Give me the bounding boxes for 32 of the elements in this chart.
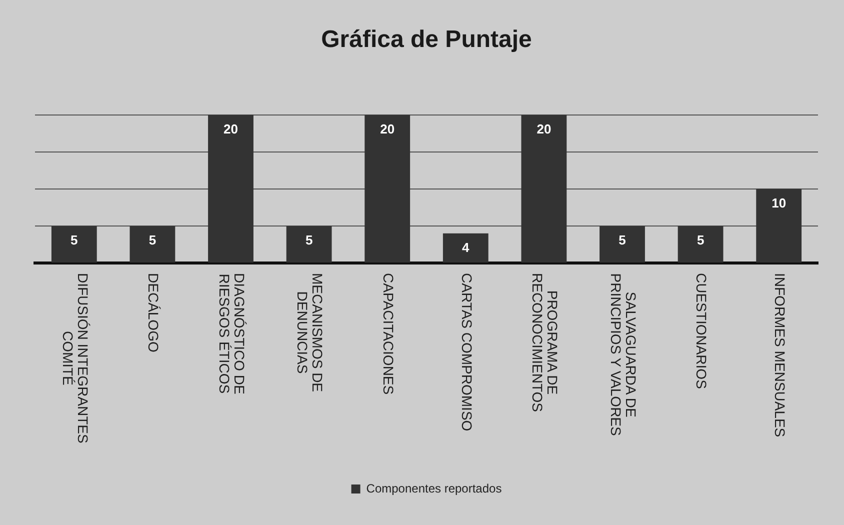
data-label: 10 <box>772 195 786 210</box>
data-label: 5 <box>70 232 78 248</box>
bar <box>521 114 567 262</box>
x-tick-label: DIFUSIÓN INTEGRANTES COMITÉ <box>60 272 91 444</box>
bar <box>51 226 97 262</box>
x-tick-label: CUESTIONARIOS <box>694 273 710 389</box>
bar <box>678 226 724 262</box>
bar <box>130 226 176 262</box>
bar <box>364 114 410 262</box>
x-tick-label: CAPACITACIONES <box>380 272 396 395</box>
x-tick-label: INFORMES MENSUALES <box>772 273 788 438</box>
x-tick-label: CARTAS COMPROMISO <box>458 272 475 432</box>
legend-label: Componentes reportados <box>366 481 502 496</box>
bar <box>756 188 802 262</box>
data-label: 5 <box>618 232 626 248</box>
bar <box>208 114 254 262</box>
x-tick-label: MECANISMOS DE DENUNCIAS <box>294 273 326 392</box>
data-label: 5 <box>305 232 313 248</box>
x-tick-label: DECÁLOGO <box>146 272 162 352</box>
x-tick-label: SALVAGUARDA DE PRINCIPIOS Y VALORES <box>608 273 639 436</box>
bar <box>442 233 488 262</box>
bar <box>600 226 645 262</box>
data-label: 5 <box>148 232 156 248</box>
x-tick-label: PROGRAMA DE RECONOCIMIENTOS <box>530 272 561 412</box>
data-label: 5 <box>696 232 704 248</box>
data-label: 4 <box>462 240 470 255</box>
data-label: 20 <box>536 121 552 136</box>
x-tick-label: DIAGNÓSTICO DE RIESGOS ÉTICOS <box>216 272 248 394</box>
data-label: 20 <box>380 121 395 136</box>
chart-title: Gráfica de Puntaje <box>321 26 532 54</box>
data-label: 20 <box>224 121 238 136</box>
bar <box>286 226 332 262</box>
